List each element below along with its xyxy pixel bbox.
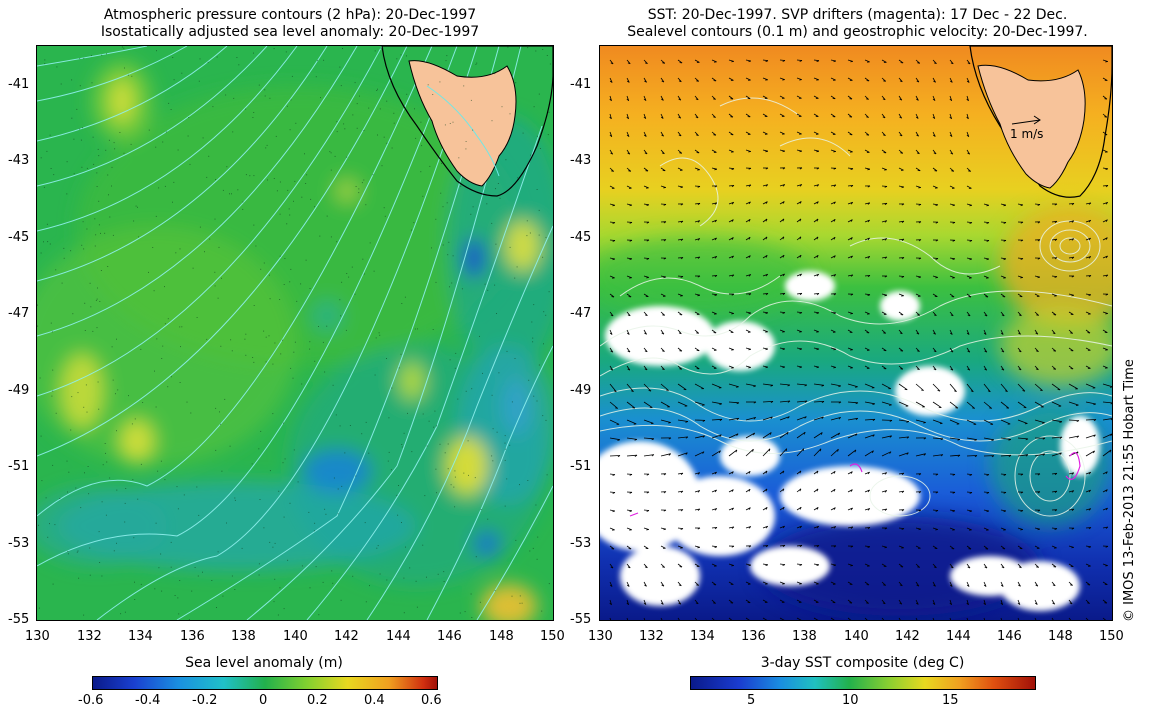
right-x-tick: 144	[946, 629, 971, 644]
left-y-tick: -51	[8, 459, 30, 474]
tasmania-land-right	[977, 64, 1086, 189]
left-colorbar-label: Sea level anomaly (m)	[185, 655, 343, 671]
right-title-line1: SST: 20-Dec-1997. SVP drifters (magenta)…	[647, 7, 1068, 23]
left-x-tick: 146	[437, 629, 462, 644]
left-x-tick: 136	[180, 629, 205, 644]
left-y-tick: -49	[8, 383, 30, 398]
right-x-tick: 146	[997, 629, 1022, 644]
left-x-tick: 134	[128, 629, 153, 644]
right-x-tick: 136	[741, 629, 766, 644]
left-y-tick: -45	[8, 230, 30, 245]
left-cbar-tick: -0.6	[78, 693, 104, 708]
credit-text: © IMOS 13-Feb-2013 21:55 Hobart Time	[1122, 359, 1137, 622]
left-y-tick: -47	[8, 306, 30, 321]
right-x-tick: 132	[639, 629, 664, 644]
left-cbar-tick: -0.2	[192, 693, 218, 708]
left-title-line2: Isostatically adjusted sea level anomaly…	[100, 24, 480, 40]
left-y-tick: -41	[8, 77, 30, 92]
left-cbar-tick: -0.4	[135, 693, 161, 708]
right-x-tick: 150	[1099, 629, 1124, 644]
left-x-tick: 130	[25, 629, 50, 644]
right-x-tick: 130	[588, 629, 613, 644]
left-x-tick: 132	[77, 629, 102, 644]
velocity-scale-label: 1 m/s	[1010, 127, 1043, 141]
right-x-tick: 134	[690, 629, 715, 644]
right-cbar-tick: 10	[842, 693, 859, 708]
left-cbar-tick: 0.6	[421, 693, 442, 708]
right-x-tick: 148	[1048, 629, 1073, 644]
sea-level-anomaly-map	[36, 45, 554, 621]
right-x-tick: 138	[792, 629, 817, 644]
left-y-tick: -43	[8, 153, 30, 168]
left-map-title: Atmospheric pressure contours (2 hPa): 2…	[40, 7, 540, 41]
right-title-line2: Sealevel contours (0.1 m) and geostrophi…	[627, 24, 1088, 40]
sst-map: 1 m/s	[599, 45, 1113, 621]
right-map-title: SST: 20-Dec-1997. SVP drifters (magenta)…	[595, 7, 1120, 41]
right-cbar-tick: 15	[942, 693, 959, 708]
right-x-tick: 142	[895, 629, 920, 644]
right-y-tick: -53	[570, 536, 592, 551]
left-cbar-tick: 0	[259, 693, 268, 708]
left-x-tick: 142	[334, 629, 359, 644]
left-x-tick: 144	[386, 629, 411, 644]
right-y-tick: -43	[570, 153, 592, 168]
left-y-tick: -53	[8, 536, 30, 551]
left-y-tick: -55	[8, 612, 30, 627]
right-x-tick: 140	[844, 629, 869, 644]
left-x-tick: 138	[231, 629, 256, 644]
right-y-tick: -49	[570, 383, 592, 398]
right-y-tick: -55	[570, 612, 592, 627]
left-x-tick: 148	[489, 629, 514, 644]
right-y-tick: -47	[570, 306, 592, 321]
sst-colorbar	[690, 676, 1036, 690]
left-cbar-tick: 0.4	[364, 693, 385, 708]
left-x-tick: 140	[283, 629, 308, 644]
left-x-tick: 150	[540, 629, 565, 644]
sea-level-colorbar	[92, 676, 438, 690]
right-y-tick: -51	[570, 459, 592, 474]
left-cbar-tick: 0.2	[307, 693, 328, 708]
right-y-tick: -45	[570, 230, 592, 245]
left-title-line1: Atmospheric pressure contours (2 hPa): 2…	[103, 7, 477, 23]
right-cbar-tick: 5	[747, 693, 756, 708]
right-colorbar-label: 3-day SST composite (deg C)	[760, 655, 965, 671]
right-y-tick: -41	[570, 77, 592, 92]
